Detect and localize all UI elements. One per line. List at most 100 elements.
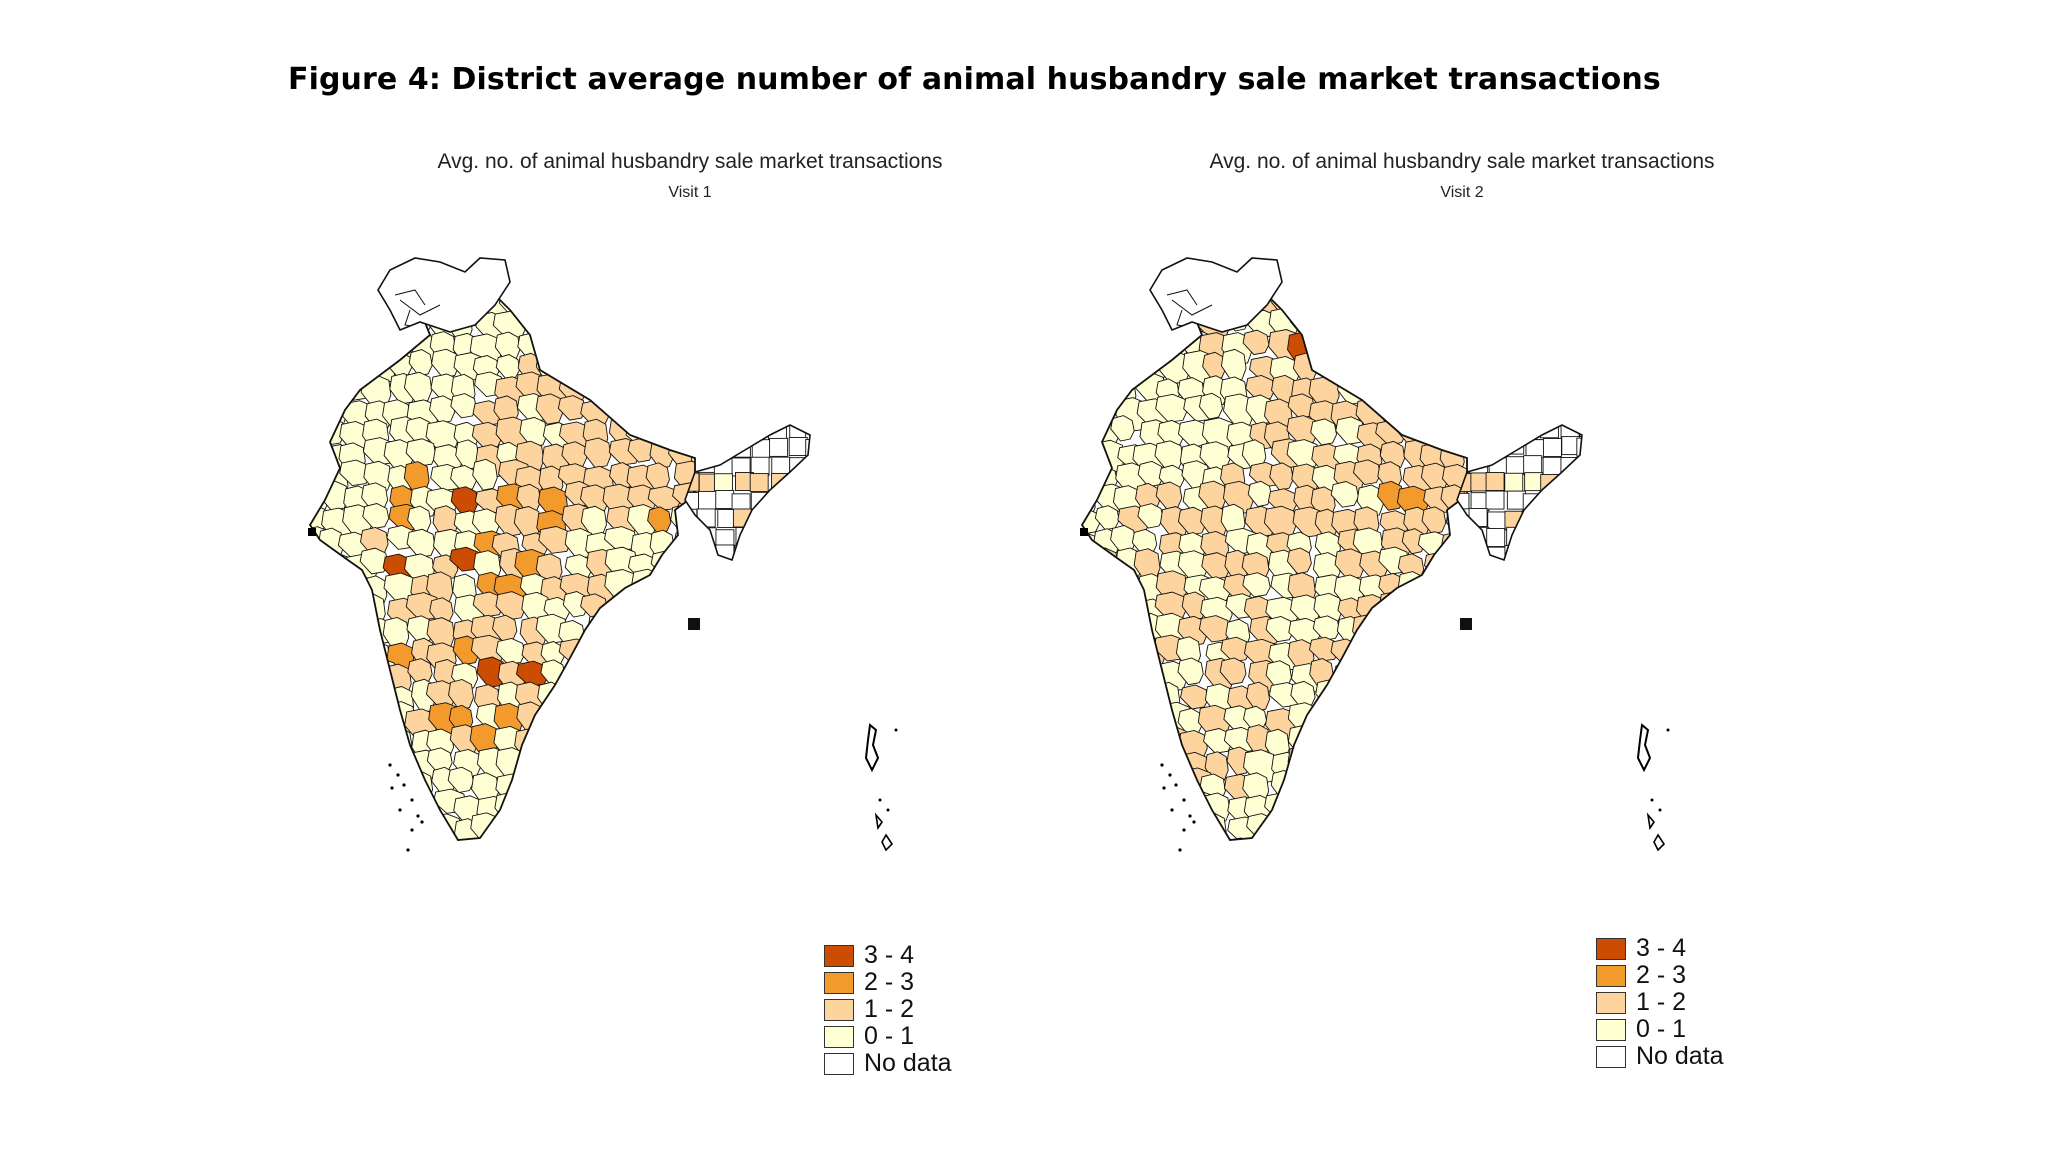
district-region: [1420, 462, 1449, 492]
district-region: [1133, 772, 1159, 806]
island-dot: [894, 728, 898, 732]
district-region: [1447, 420, 1467, 453]
district-region: [310, 768, 325, 801]
india-choropleth-map: [308, 257, 898, 869]
district-region: [1422, 377, 1450, 405]
district-region: [495, 591, 526, 621]
district-region: [1177, 657, 1204, 686]
district-region: [1112, 684, 1139, 717]
district-region: [318, 598, 350, 626]
legend-item-1-2: 1 - 2: [1596, 988, 1724, 1016]
district-region: [1465, 415, 1467, 444]
nicobar-island: [1653, 833, 1666, 852]
district-region: [1466, 790, 1467, 822]
district-region: [808, 566, 826, 584]
district-region: [1541, 492, 1560, 512]
district-region: [668, 574, 695, 600]
district-region: [627, 398, 658, 425]
district-region: [696, 544, 716, 560]
district-region: [1422, 705, 1455, 733]
district-region: [585, 283, 615, 310]
district-region: [1485, 472, 1505, 491]
district-region: [450, 486, 479, 516]
district-region: [1265, 616, 1294, 643]
island-dot: [1168, 773, 1172, 777]
district-region: [407, 658, 433, 685]
district-region: [582, 679, 615, 710]
district-region: [1579, 528, 1582, 548]
district-region: [1402, 817, 1429, 840]
district-region: [1091, 702, 1124, 736]
district-region: [626, 839, 655, 840]
coastal-mark: [1080, 528, 1088, 536]
district-region: [360, 526, 389, 556]
island-dot: [410, 828, 414, 832]
district-region: [1461, 398, 1467, 430]
district-region: [1265, 660, 1292, 690]
district-region: [367, 789, 402, 817]
district-region: [1094, 729, 1126, 758]
district-region: [384, 841, 410, 867]
district-region: [786, 473, 805, 493]
district-region: [770, 528, 790, 548]
district-region: [1468, 438, 1488, 458]
district-region: [1468, 508, 1488, 527]
district-region: [625, 661, 659, 693]
district-region: [1359, 766, 1389, 796]
district-region: [670, 284, 695, 316]
district-region: [1422, 641, 1452, 676]
district-region: [427, 841, 458, 869]
district-region: [1334, 814, 1365, 840]
district-region: [519, 287, 546, 314]
island-dot: [416, 814, 420, 818]
district-region: [1082, 662, 1094, 698]
district-region: [1131, 528, 1158, 556]
district-region: [584, 642, 618, 675]
legend-swatch: [1596, 964, 1626, 987]
map-legend: 3 - 4 2 - 3 1 - 2 0 - 1 No data: [824, 941, 952, 1077]
district-region: [408, 349, 433, 377]
district-region: [631, 372, 659, 401]
district-region: [537, 727, 566, 759]
district-region: [1093, 774, 1122, 801]
legend-swatch: [1596, 1045, 1626, 1068]
district-region: [1399, 707, 1430, 738]
district-region: [1443, 836, 1467, 840]
district-region: [564, 554, 593, 580]
district-region: [558, 791, 592, 819]
district-region: [672, 422, 695, 449]
district-region: [672, 332, 695, 365]
district-region: [1380, 724, 1411, 759]
district-region: [515, 767, 550, 799]
district-region: [513, 834, 541, 840]
legend-label: No data: [1636, 1042, 1724, 1070]
district-region: [1465, 683, 1467, 719]
district-region: [1486, 425, 1506, 440]
district-region: [1242, 572, 1271, 598]
district-region: [1112, 575, 1142, 606]
district-region: [691, 372, 695, 402]
district-region: [788, 437, 808, 456]
district-region: [1540, 544, 1560, 560]
district-region: [1307, 724, 1338, 756]
legend-swatch: [824, 998, 854, 1021]
district-region: [1082, 838, 1106, 840]
district-region: [690, 329, 695, 356]
district-region: [1116, 792, 1143, 822]
map-title: Avg. no. of animal husbandry sale market…: [437, 150, 943, 173]
andaman-islands: [864, 723, 880, 773]
district-region: [1334, 548, 1365, 580]
district-region: [647, 506, 672, 534]
district-region: [310, 835, 324, 840]
district-region: [605, 750, 638, 784]
district-region: [1089, 306, 1116, 333]
district-region: [1557, 510, 1577, 530]
district-region: [1082, 551, 1102, 582]
district-region: [1421, 664, 1446, 695]
district-region: [1445, 767, 1467, 802]
district-region: [431, 348, 460, 379]
district-region: [586, 817, 611, 840]
district-region: [450, 464, 477, 492]
district-region: [1446, 639, 1467, 669]
district-region: [648, 616, 680, 647]
